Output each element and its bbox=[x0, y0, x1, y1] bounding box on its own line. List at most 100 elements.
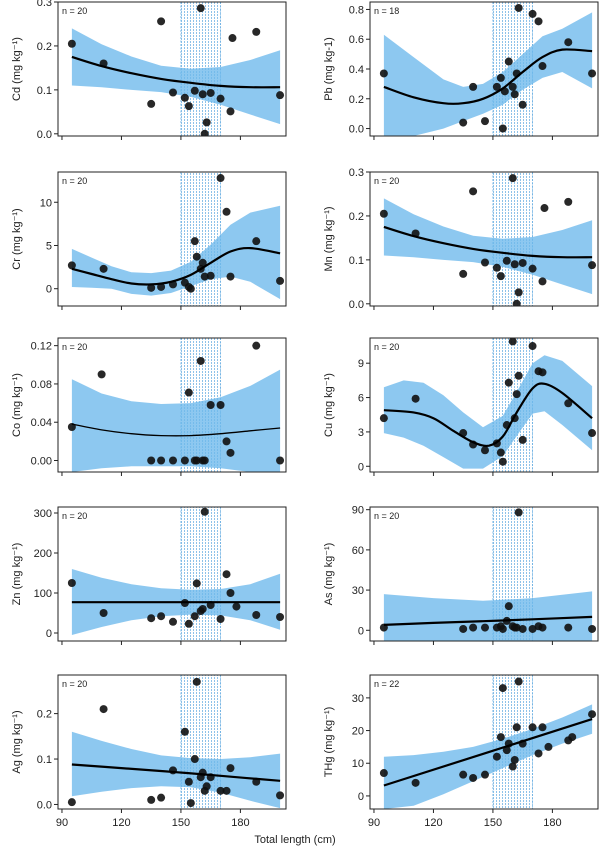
y-axis-label: Cu (mg kg⁻¹) bbox=[323, 373, 335, 437]
sample-size-label: n = 20 bbox=[62, 176, 87, 186]
panel-8: 0.0 0.1 0.2 90 120 150 180 Ag (mg kg⁻¹) n = 20 bbox=[11, 674, 287, 829]
y-tick-label: 0.2 bbox=[349, 94, 364, 106]
y-tick-label: 60 bbox=[352, 545, 364, 557]
data-point bbox=[216, 94, 225, 103]
y-tick-label: 30 bbox=[352, 585, 364, 597]
plot-area bbox=[379, 507, 597, 641]
data-point bbox=[186, 284, 195, 293]
y-tick-label: 0.0 bbox=[37, 129, 52, 141]
data-point bbox=[157, 282, 166, 291]
x-tick-label: 120 bbox=[424, 817, 442, 829]
data-point bbox=[469, 187, 478, 196]
data-point bbox=[498, 624, 507, 633]
data-point bbox=[200, 507, 209, 516]
data-point bbox=[480, 117, 489, 126]
data-point bbox=[564, 38, 573, 47]
data-point bbox=[538, 368, 547, 377]
data-point bbox=[200, 456, 209, 465]
data-point bbox=[147, 614, 156, 623]
data-point bbox=[157, 17, 166, 26]
data-point bbox=[411, 778, 420, 787]
y-axis-label: Ag (mg kg⁻¹) bbox=[11, 710, 23, 773]
sample-size-label: n = 20 bbox=[62, 6, 87, 16]
data-point bbox=[226, 764, 235, 773]
data-point bbox=[198, 605, 207, 613]
data-point bbox=[518, 258, 527, 267]
data-point bbox=[180, 456, 189, 465]
plot-area bbox=[67, 675, 285, 809]
panel-1: 0.0 0.2 0.4 0.6 0.8 Pb (mg kg-1) n = 18 bbox=[323, 1, 599, 140]
y-tick-label: 200 bbox=[34, 548, 52, 560]
y-axis-label: Cd (mg kg⁻¹) bbox=[11, 37, 23, 101]
data-point bbox=[514, 508, 523, 517]
sample-size-label: n = 20 bbox=[374, 511, 399, 521]
y-axis-label: THg (mg kg⁻¹) bbox=[323, 707, 335, 778]
data-point bbox=[514, 371, 523, 380]
panels-group: 0.0 0.1 0.2 0.3 Cd (mg kg⁻¹) n = 20 0.00.20.40… bbox=[11, 0, 599, 829]
data-point bbox=[184, 388, 193, 397]
data-point bbox=[168, 456, 177, 465]
y-tick-label: 5 bbox=[46, 240, 52, 252]
data-point bbox=[510, 755, 519, 764]
y-tick-label: 0.1 bbox=[349, 255, 364, 267]
y-tick-label: 0.0 bbox=[37, 799, 52, 811]
confidence-band bbox=[383, 12, 593, 136]
data-point bbox=[502, 256, 511, 265]
y-tick-label: 3 bbox=[358, 427, 364, 439]
y-tick-label: 300 bbox=[34, 508, 52, 520]
panel-frame bbox=[369, 506, 599, 642]
data-point bbox=[588, 710, 597, 719]
data-point bbox=[528, 624, 537, 633]
data-point bbox=[226, 448, 235, 457]
panel-frame bbox=[369, 337, 599, 473]
data-point bbox=[528, 723, 537, 732]
data-point bbox=[544, 742, 553, 751]
panel-7: 0 30 60 90 As (mg kg⁻¹) n = 20 bbox=[323, 505, 599, 645]
data-point bbox=[99, 609, 108, 617]
data-point bbox=[190, 86, 199, 95]
data-point bbox=[588, 429, 597, 438]
sample-size-label: n = 20 bbox=[374, 342, 399, 352]
data-point bbox=[459, 269, 468, 278]
data-point bbox=[538, 62, 547, 71]
data-point bbox=[226, 272, 235, 281]
data-point bbox=[492, 752, 501, 761]
data-point bbox=[276, 791, 285, 800]
y-tick-label: 0.04 bbox=[31, 417, 52, 429]
y-tick-label: 0 bbox=[358, 791, 364, 803]
data-point bbox=[192, 677, 201, 686]
data-point bbox=[469, 773, 478, 782]
data-point bbox=[67, 579, 76, 587]
y-tick-label: 9 bbox=[358, 358, 364, 370]
data-point bbox=[504, 57, 513, 66]
data-point bbox=[252, 27, 261, 36]
data-point bbox=[147, 456, 156, 465]
y-axis-label: Mn (mg kg⁻¹) bbox=[323, 206, 335, 271]
data-point bbox=[202, 782, 211, 791]
data-point bbox=[222, 786, 231, 795]
y-tick-label: 0.2 bbox=[37, 709, 52, 721]
data-point bbox=[379, 69, 388, 78]
data-point bbox=[206, 271, 215, 280]
data-point bbox=[514, 3, 523, 12]
data-point bbox=[168, 617, 177, 626]
plot-area bbox=[67, 338, 285, 472]
y-tick-label: 10 bbox=[40, 197, 52, 209]
data-point bbox=[588, 69, 597, 78]
data-point bbox=[508, 82, 517, 91]
plot-area bbox=[379, 338, 597, 472]
data-point bbox=[157, 456, 166, 465]
panel-2: 0 5 10 Cr (mg kg⁻¹) n = 20 bbox=[11, 171, 287, 310]
fit-curve bbox=[383, 382, 593, 448]
data-point bbox=[379, 414, 388, 423]
data-point bbox=[168, 88, 177, 97]
y-tick-label: 0.3 bbox=[37, 0, 52, 9]
y-tick-label: 0.2 bbox=[37, 41, 52, 53]
confidence-band bbox=[383, 591, 593, 641]
data-point bbox=[276, 613, 285, 621]
y-tick-label: 6 bbox=[358, 393, 364, 405]
data-point bbox=[514, 677, 523, 686]
y-axis-label: Cr (mg kg⁻¹) bbox=[11, 208, 23, 269]
data-point bbox=[276, 276, 285, 285]
